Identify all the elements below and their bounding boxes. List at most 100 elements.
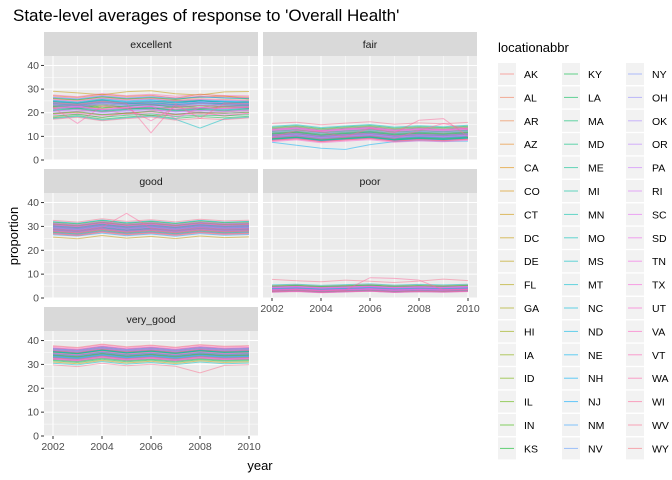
- legend-label: IN: [524, 420, 535, 432]
- legend-label: RI: [652, 186, 663, 198]
- x-tick-label: 2006: [358, 303, 382, 315]
- legend-item-wv: WV: [626, 414, 669, 436]
- series-line-oh: [271, 133, 469, 138]
- legend-label: CO: [524, 186, 540, 198]
- series-line-tx: [52, 355, 250, 361]
- series-line-la: [52, 357, 250, 363]
- y-tick-label: 40: [27, 335, 39, 347]
- legend-label: NJ: [588, 397, 601, 409]
- facet-poor: poor 2002 2004 2006 2008 2010: [260, 169, 480, 315]
- legend-item-ut: UT: [626, 297, 667, 319]
- y-tick-label: 40: [27, 197, 39, 209]
- legend-label: NC: [588, 303, 604, 315]
- legend-item-hi: HI: [498, 320, 535, 343]
- series-line-wy: [52, 228, 250, 234]
- legend-item-ne: NE: [562, 343, 603, 366]
- series-line-wv: [52, 218, 250, 223]
- legend-item-ar: AR: [498, 109, 539, 132]
- series-line-wa: [52, 230, 250, 236]
- series-line-va: [271, 287, 469, 291]
- series-line-nc: [52, 107, 250, 112]
- legend-label: ID: [524, 373, 535, 385]
- legend-item-ak: AK: [498, 63, 538, 85]
- facet-strip-label: very_good: [126, 314, 175, 326]
- legend-label: NV: [588, 443, 603, 455]
- chart-title: State-level averages of response to 'Ove…: [13, 6, 399, 25]
- series-line-ut: [52, 94, 250, 99]
- legend-item-ms: MS: [562, 250, 604, 273]
- legend-item-wy: WY: [626, 437, 669, 460]
- facet-strip-label: poor: [359, 176, 381, 188]
- series-line-tn: [52, 356, 250, 362]
- legend-item-ny: NY: [626, 63, 667, 85]
- legend-label: LA: [588, 92, 601, 104]
- series-line-sd: [52, 346, 250, 352]
- y-tick-label: 0: [33, 155, 39, 167]
- x-tick-label: 2010: [456, 303, 480, 315]
- series-line-ky: [52, 358, 250, 364]
- series-line-ky: [271, 124, 469, 130]
- legend-title: locationabbr: [498, 40, 569, 55]
- series-line-dc: [52, 90, 250, 96]
- series-line-ms: [52, 360, 250, 366]
- facet-very-good: very_good 0 10 20 30 40 2002 2004 2006 2008 2010: [27, 307, 261, 453]
- legend-item-pa: PA: [626, 156, 665, 179]
- legend-item-md: MD: [562, 133, 605, 156]
- legend-item-al: AL: [498, 86, 537, 109]
- legend-label: MN: [588, 209, 604, 221]
- series-line-wi: [271, 277, 469, 292]
- legend-item-id: ID: [498, 367, 535, 390]
- series-line-wy: [52, 343, 250, 349]
- legend-label: MA: [588, 116, 604, 128]
- legend-label: VA: [652, 326, 665, 338]
- facet-panels: excellent 0 10 20 30 40 fair good 0 10 20 30 40 poor 2…: [27, 32, 480, 453]
- legend-label: ME: [588, 163, 604, 175]
- series-line-vt: [52, 93, 250, 98]
- series-line-ms: [52, 219, 250, 224]
- legend-item-fl: FL: [498, 273, 536, 296]
- legend-item-ky: KY: [562, 63, 602, 85]
- series-line-vt: [52, 231, 250, 237]
- series-line-wi: [271, 118, 469, 138]
- legend-item-ks: KS: [498, 437, 538, 460]
- legend-item-de: DE: [498, 250, 539, 273]
- legend-item-mt: MT: [562, 273, 604, 296]
- legend-item-va: VA: [626, 320, 665, 343]
- legend-item-ok: OK: [626, 109, 667, 132]
- series-line-wv: [271, 278, 469, 284]
- x-axis-title: year: [247, 458, 273, 473]
- legend-item-il: IL: [498, 390, 533, 413]
- legend-label: OH: [652, 92, 668, 104]
- legend-label: WY: [652, 443, 669, 455]
- series-line-tn: [52, 221, 250, 227]
- series-line-va: [52, 227, 250, 232]
- legend-item-ri: RI: [626, 180, 663, 202]
- series-line-ms: [271, 283, 469, 286]
- series-group: [52, 343, 250, 374]
- legend-label: AL: [524, 92, 537, 104]
- legend-item-tx: TX: [626, 273, 665, 296]
- legend-label: WV: [652, 420, 669, 432]
- legend-item-wi: WI: [626, 390, 665, 413]
- legend-label: CT: [524, 209, 539, 221]
- legend-item-oh: OH: [626, 86, 668, 109]
- legend-item-ia: IA: [498, 343, 534, 366]
- series-line-sd: [52, 102, 250, 107]
- series-line-dc: [52, 234, 250, 240]
- legend-item-wa: WA: [626, 367, 669, 390]
- x-tick-label: 2006: [139, 441, 163, 453]
- legend-item-tn: TN: [626, 250, 666, 273]
- series-line-ny: [52, 352, 250, 357]
- series-line-la: [52, 113, 250, 118]
- legend-item-mo: MO: [562, 226, 605, 249]
- x-tick-label: 2008: [407, 303, 431, 315]
- series-line-wv: [52, 362, 250, 374]
- legend-item-nd: ND: [562, 320, 604, 343]
- legend-label: WA: [652, 373, 669, 385]
- x-tick-label: 2002: [41, 441, 65, 453]
- legend-label: NE: [588, 350, 603, 362]
- facet-excellent: excellent 0 10 20 30 40: [27, 32, 258, 167]
- series-line-nv: [52, 103, 250, 108]
- series-group: [271, 118, 469, 150]
- legend-label: AK: [524, 69, 538, 81]
